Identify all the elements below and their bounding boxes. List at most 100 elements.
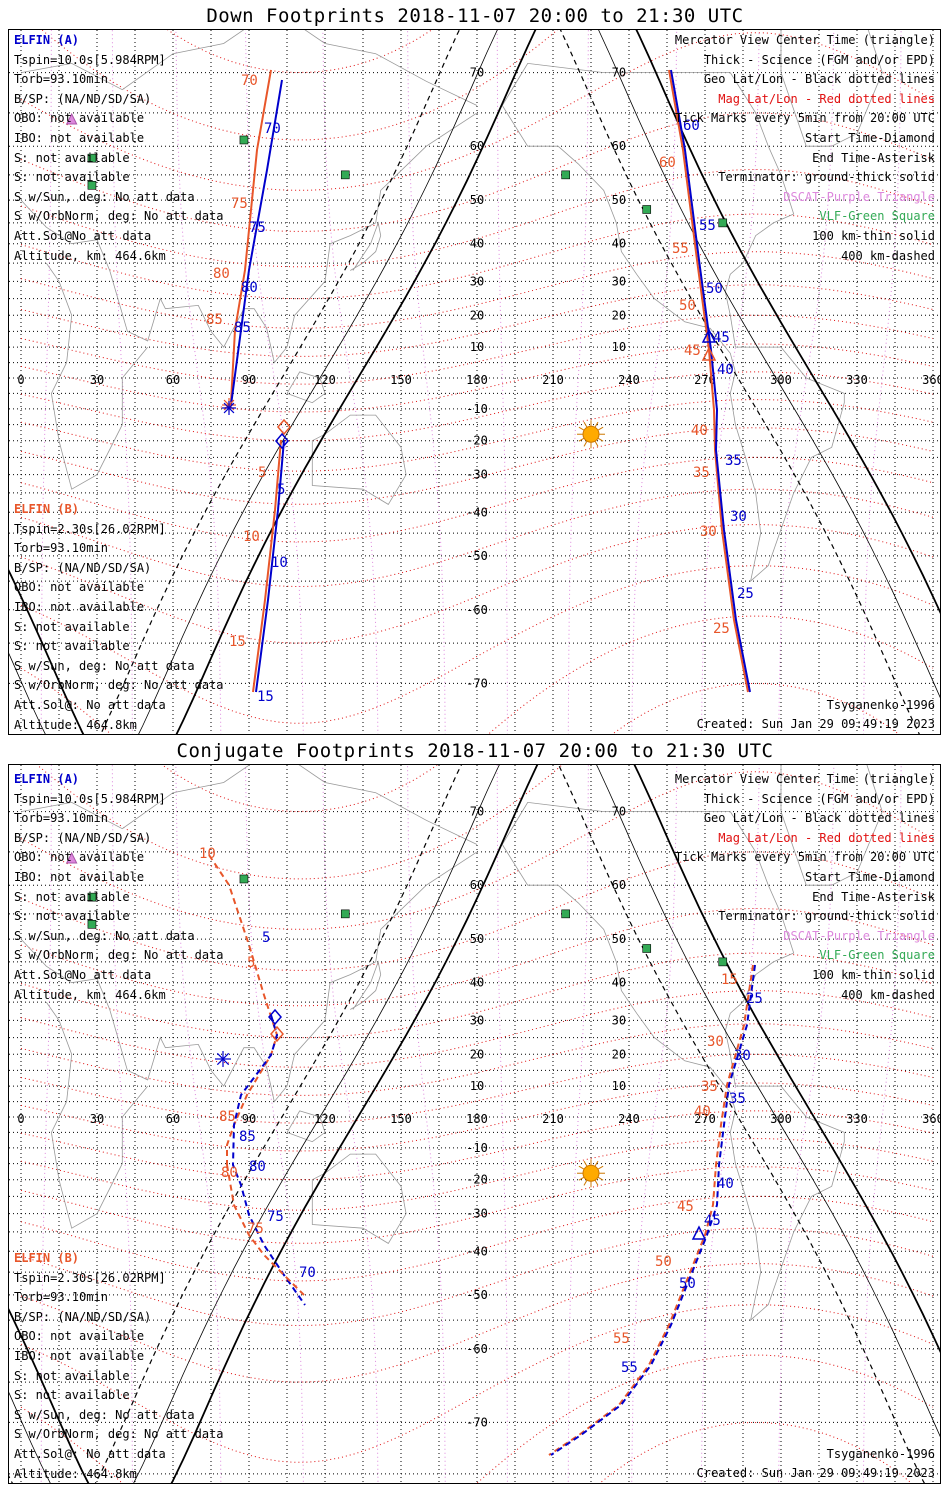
vlf-station-square: [561, 909, 570, 919]
latitude-label: 60: [612, 878, 626, 892]
elfin-b-tick-label: 30: [707, 1034, 724, 1050]
longitude-label: 240: [618, 373, 640, 387]
dscat-triangle: [65, 851, 78, 864]
longitude-label: 60: [166, 373, 180, 387]
mag-latitude-line: [20, 251, 934, 329]
vlf-station-square: [87, 892, 97, 902]
latitude-label: -60: [466, 603, 488, 617]
elfin-b-trace: [668, 69, 749, 693]
elfin-b-tick-label: 15: [721, 972, 738, 988]
sun-icon: [582, 1164, 600, 1182]
legend-item: Geo Lat/Lon - Black dotted lines: [703, 72, 935, 87]
elfin-a-trace: [670, 69, 751, 693]
vlf-station-square: [340, 170, 350, 180]
elfin-a-tick-label: 35: [729, 1091, 746, 1107]
legend-item: DSCAT-Purple Triangle: [783, 189, 935, 204]
sun-ray: [583, 440, 588, 447]
info-line: Att.Sol@No att data: [14, 228, 152, 243]
info-line: S w/OrbNorm, deg: No att data: [14, 1427, 224, 1442]
latitude-label: 10: [470, 340, 484, 354]
info-line: Torb=93.10min: [14, 72, 108, 87]
coastline: [311, 414, 407, 505]
coastline: [350, 960, 382, 1010]
elfin-a-tick-label: 80: [249, 1159, 266, 1175]
vlf-station-square: [642, 944, 652, 953]
mag-latitude-line: [20, 990, 934, 1068]
elfin-a-tick-label: 15: [257, 689, 274, 705]
info-line: IBO: not available: [14, 130, 145, 145]
spacecraft-name: ELFIN (A): [14, 772, 80, 786]
latitude-label: -10: [466, 402, 488, 416]
info-line: Altitude: 464.8km: [14, 717, 137, 732]
info-line: S: not available: [14, 1388, 130, 1403]
end-asterisk: [216, 1052, 230, 1066]
longitude-label: 150: [390, 373, 412, 387]
legend-item: Mag Lat/Lon - Red dotted lines: [718, 830, 935, 845]
sun-ray: [597, 426, 604, 431]
elfin-a-tick-label: 35: [725, 453, 742, 469]
mag-latitude-line: [20, 907, 934, 1007]
longitude-label: 0: [17, 373, 24, 387]
legend: Mercator View Center Time (triangle) Thic…: [675, 770, 935, 1005]
elfin-a-tick-label: 70: [264, 121, 281, 137]
mag-latitude-line: [611, 682, 900, 734]
info-line: Tspin=10.0s[5.984RPM]: [14, 791, 166, 806]
elfin-b-tick-label: 55: [672, 241, 689, 257]
coastline: [780, 765, 883, 886]
legend-item: 400 km-dashed: [841, 248, 935, 263]
terminator-100km-line: [9, 30, 940, 734]
terminator-line: [9, 30, 940, 734]
longitude-label: 0: [17, 1112, 24, 1126]
latitude-label: -20: [466, 1173, 488, 1187]
created-label: Created: Sun Jan 29 09:49:19 2023: [696, 1466, 935, 1480]
latitude-label: -10: [466, 1141, 488, 1155]
elfin-b-tick-label: 10: [199, 846, 216, 862]
latitude-label: 10: [612, 1079, 626, 1093]
latitude-label: 20: [612, 1047, 626, 1061]
info-line: S: not available: [14, 889, 130, 904]
terminator-400km-line: [100, 30, 920, 734]
elfin-a-tick-label: 50: [706, 281, 723, 297]
latitude-label: -40: [466, 1244, 488, 1258]
legend: Mercator View Center Time (triangle) Thic…: [675, 31, 935, 266]
elfin-b-tick-label: 50: [655, 1254, 672, 1270]
mag-longitude-line: [407, 30, 446, 734]
info-line: B/SP: (NA/ND/SD/SA): [14, 1309, 152, 1324]
legend-item: End Time-Asterisk: [812, 150, 935, 165]
vlf-station-square: [718, 957, 728, 967]
legend-item: Start Time-Diamond: [804, 869, 935, 884]
elfin-a-tick-label: 80: [241, 280, 258, 296]
mag-latitude-line: [20, 399, 934, 472]
mag-longitude-line: [862, 765, 902, 1483]
latitude-label: 70: [470, 66, 484, 80]
legend-item: Tick Marks every 5min from 20:00 UTC: [674, 111, 935, 126]
info-line: S: not available: [14, 639, 130, 654]
down-footprints-title: Down Footprints 2018-11-07 20:00 to 21:3…: [206, 5, 744, 27]
coastline: [311, 1153, 407, 1244]
latitude-label: 60: [470, 139, 484, 153]
info-line: Altitude, km: 464.6km: [14, 987, 166, 1002]
sun-ray: [594, 1179, 599, 1186]
mag-latitude-line: [20, 1195, 934, 1282]
info-line: Att.Sol@: No att data: [14, 697, 166, 712]
mag-longitude-line: [496, 30, 508, 734]
elfin-b-trace: [548, 964, 754, 1456]
legend-item: VLF-Green Square: [819, 209, 935, 224]
latitude-label: 60: [612, 139, 626, 153]
latitude-label: 40: [470, 237, 484, 251]
spacecraft-name: ELFIN (B): [14, 1251, 80, 1265]
info-line: Altitude: 464.8km: [14, 1466, 137, 1481]
elfin-b-tick-label: 70: [241, 73, 258, 89]
legend-item: Terminator: ground-thick solid: [718, 909, 935, 924]
vlf-station-square: [561, 170, 570, 180]
mag-latitude-line: [20, 565, 934, 724]
coastline: [45, 262, 149, 490]
terminator-400km-line: [9, 765, 925, 1483]
elfin-b-tick-label: 50: [679, 298, 696, 314]
elfin-a-info: ELFIN (A) Tspin=10.0s[5.984RPM] Torb=93.10…: [14, 770, 224, 1005]
latitude-label: -30: [466, 1207, 488, 1221]
elfin-a-tick-label: 5: [277, 482, 285, 498]
coastline: [20, 765, 478, 845]
mag-latitude-line: [41, 30, 559, 141]
elfin-a-tick-label: 40: [717, 1176, 734, 1192]
